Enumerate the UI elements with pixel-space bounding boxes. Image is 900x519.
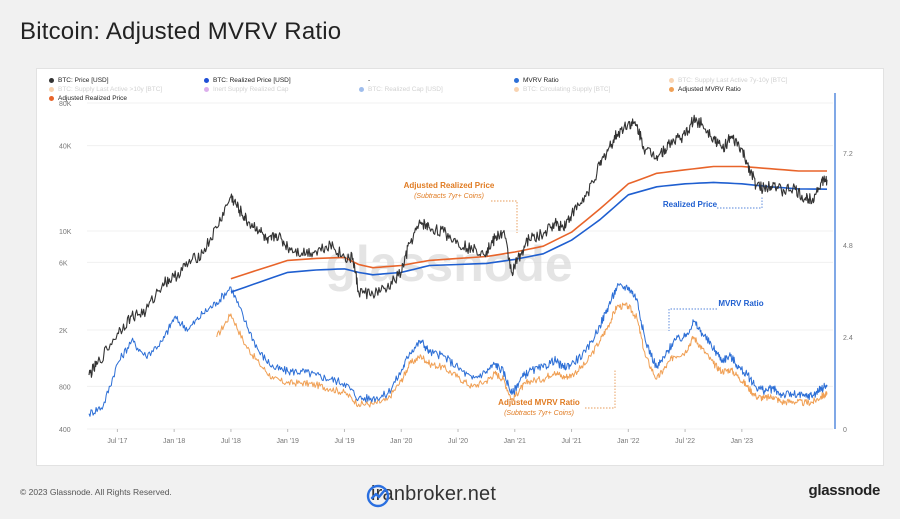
adj-realized-annotation: Adjusted Realized Price (404, 181, 495, 190)
legend-item[interactable]: Adjusted Realized Price (49, 93, 127, 104)
legend-label: - (368, 77, 371, 84)
left-tick-label: 80K (59, 101, 72, 108)
iranbroker-watermark: iranbroker.net (365, 483, 497, 508)
legend-label: Adjusted MVRV Ratio (678, 86, 741, 93)
glassnode-watermark: glassnode (325, 236, 572, 292)
realized-pointer (717, 197, 763, 209)
legend-label: Adjusted Realized Price (58, 95, 128, 102)
legend-dot-icon (669, 78, 674, 83)
legend-label: BTC: Realized Price [USD] (213, 77, 291, 84)
adj-mvrv-sub-annotation: (Subtracts 7yr+ Coins) (504, 410, 574, 417)
legend-item[interactable]: - (359, 75, 370, 86)
adj-mvrv-annotation: Adjusted MVRV Ratio (498, 398, 580, 407)
legend-dot-icon (359, 87, 364, 92)
x-tick-label: Jul '20 (448, 438, 468, 445)
legend-dot-icon (204, 87, 209, 92)
chart-svg: 400 800 2K 6K 10K 40K 80K Jul '17 Jan '18 Jul '18… (59, 93, 853, 445)
legend-dot-icon (204, 78, 209, 83)
legend-label: BTC: Circulating Supply [BTC] (523, 86, 611, 93)
legend-item[interactable]: BTC: Supply Last Active 7y-10y [BTC] (669, 75, 787, 86)
legend-dot-icon (514, 87, 519, 92)
iranbroker-logo-icon (366, 484, 390, 508)
series-line (88, 283, 828, 417)
left-tick-label: 10K (59, 229, 72, 236)
legend-label: BTC: Supply Last Active >10y [BTC] (58, 86, 163, 93)
legend-item[interactable]: BTC: Price [USD] (49, 75, 109, 86)
right-tick-label: 4.8 (843, 243, 853, 250)
realized-annotation: Realized Price (663, 200, 718, 209)
series-line (216, 302, 828, 408)
series-line (230, 181, 828, 293)
x-tick-label: Jan '21 (504, 438, 526, 445)
legend-label: MVRV Ratio (523, 77, 559, 84)
legend-item[interactable]: BTC: Realized Cap [USD] (359, 84, 443, 95)
mvrv-annotation: MVRV Ratio (718, 299, 763, 308)
adj-mvrv-pointer (585, 369, 616, 409)
legend-dot-icon (359, 78, 364, 83)
series-line (88, 114, 828, 378)
x-tick-label: Jan '18 (163, 438, 185, 445)
left-tick-label: 6K (59, 260, 68, 267)
legend-label: BTC: Realized Cap [USD] (368, 86, 443, 93)
x-tick-label: Jul '18 (221, 438, 241, 445)
left-tick-label: 400 (59, 427, 71, 434)
x-tick-label: Jan '19 (277, 438, 299, 445)
legend-dot-icon (49, 78, 54, 83)
left-tick-label: 800 (59, 384, 71, 391)
x-tick-label: Jul '22 (675, 438, 695, 445)
right-tick-label: 0 (843, 427, 847, 434)
chart-card: 400 800 2K 6K 10K 40K 80K Jul '17 Jan '18 Jul '18… (36, 68, 884, 466)
legend-item[interactable]: Inert Supply Realized Cap (204, 84, 289, 95)
x-tick-label: Jan '23 (731, 438, 753, 445)
legend-item[interactable]: BTC: Circulating Supply [BTC] (514, 84, 610, 95)
legend-dot-icon (49, 96, 54, 101)
x-tick-label: Jan '20 (390, 438, 412, 445)
legend-dot-icon (669, 87, 674, 92)
legend-item[interactable]: MVRV Ratio (514, 75, 559, 86)
adj-realized-sub-annotation: (Subtracts 7yr+ Coins) (414, 193, 484, 200)
left-tick-label: 2K (59, 328, 68, 335)
x-tick-label: Jul '21 (562, 438, 582, 445)
legend-item[interactable]: BTC: Realized Price [USD] (204, 75, 291, 86)
legend-item[interactable]: BTC: Supply Last Active >10y [BTC] (49, 84, 162, 95)
x-tick-label: Jul '17 (107, 438, 127, 445)
adj-realized-pointer (491, 200, 518, 233)
legend-label: Inert Supply Realized Cap (213, 86, 289, 93)
iranbroker-site-text: iranbroker.net (371, 483, 497, 505)
right-tick-label: 7.2 (843, 151, 853, 158)
legend-item[interactable]: Adjusted MVRV Ratio (669, 84, 741, 95)
legend-dot-icon (49, 87, 54, 92)
mvrv-pointer (668, 308, 717, 331)
legend-dot-icon (514, 78, 519, 83)
copyright-text: © 2023 Glassnode. All Rights Reserved. (20, 487, 172, 497)
left-tick-label: 40K (59, 144, 72, 151)
right-tick-label: 2.4 (843, 335, 853, 342)
legend-label: BTC: Supply Last Active 7y-10y [BTC] (678, 77, 788, 84)
x-tick-label: Jul '19 (334, 438, 354, 445)
x-tick-label: Jan '22 (617, 438, 639, 445)
page-title: Bitcoin: Adjusted MVRV Ratio (20, 18, 342, 45)
glassnode-brand[interactable]: glassnode (808, 482, 881, 499)
legend-label: BTC: Price [USD] (58, 77, 109, 84)
